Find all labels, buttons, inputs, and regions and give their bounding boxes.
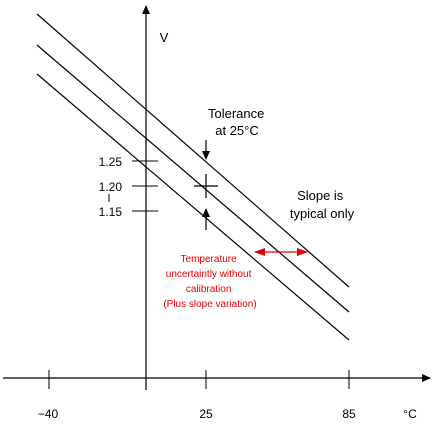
temperature-label-line-2: uncertaintly without: [166, 269, 252, 280]
y-unit-label: V: [160, 30, 169, 45]
temperature-label-line-1: Temperature: [181, 254, 238, 265]
y-tick-label-1-25: 1.25: [99, 155, 123, 169]
x-unit-label: °C: [403, 407, 417, 421]
x-tick-label-minus40: −40: [38, 407, 59, 421]
tolerance-label-line-1: Tolerance: [208, 106, 264, 121]
slope-label-line-2: typical only: [290, 206, 355, 221]
temperature-label: Temperature uncertaintly without calibra…: [163, 254, 256, 310]
x-tick-label-85: 85: [342, 407, 356, 421]
typical-line: [36, 44, 350, 313]
tolerance-label: Tolerance at 25°C: [208, 106, 268, 138]
lower-limit-line: [36, 73, 350, 341]
y-tick-label-1-20: 1.20: [99, 180, 123, 194]
tolerance-label-line-2: at 25°C: [215, 123, 259, 138]
slope-label-line-1: Slope is: [297, 188, 344, 203]
x-tick-label-25: 25: [199, 407, 213, 421]
temperature-label-line-4: (Plus slope variation): [163, 299, 256, 310]
upper-limit-line: [36, 13, 350, 288]
temperature-label-line-3: calibration: [186, 284, 232, 295]
slope-label: Slope is typical only: [290, 188, 355, 221]
y-tick-label-1-15: 1.15: [99, 205, 123, 219]
